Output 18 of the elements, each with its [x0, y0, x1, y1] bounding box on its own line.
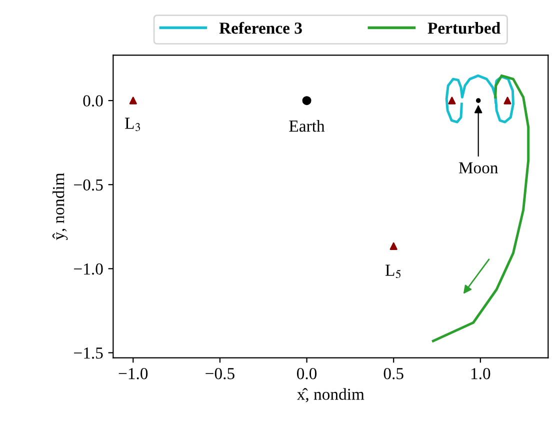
legend-label: Reference 3 — [219, 22, 302, 34]
x-tick-label: 1.0 — [471, 368, 490, 380]
annotation: Earth — [289, 120, 325, 132]
x-tick-label: 0.0 — [296, 368, 317, 380]
annotation: Moon — [458, 162, 498, 174]
y-tick-label: −1.5 — [74, 348, 103, 359]
y-tick-label: −0.5 — [74, 179, 103, 191]
y-tick-label: −1.0 — [74, 263, 103, 275]
y-axis-title: ŷ, nondim — [52, 172, 68, 240]
y-tick-label: 0.0 — [83, 95, 103, 107]
x-axis-title: x̂, nondim — [296, 388, 364, 402]
legend-label: Perturbed — [428, 22, 500, 34]
annotation: L$_{3}$ — [125, 118, 140, 132]
x-tick-label: 0.5 — [384, 368, 404, 380]
line-series — [432, 74, 530, 342]
annotation: L$_{5}$ — [385, 264, 401, 278]
x-tick-label: −0.5 — [206, 368, 234, 380]
x-tick-label: −1.0 — [118, 368, 148, 380]
